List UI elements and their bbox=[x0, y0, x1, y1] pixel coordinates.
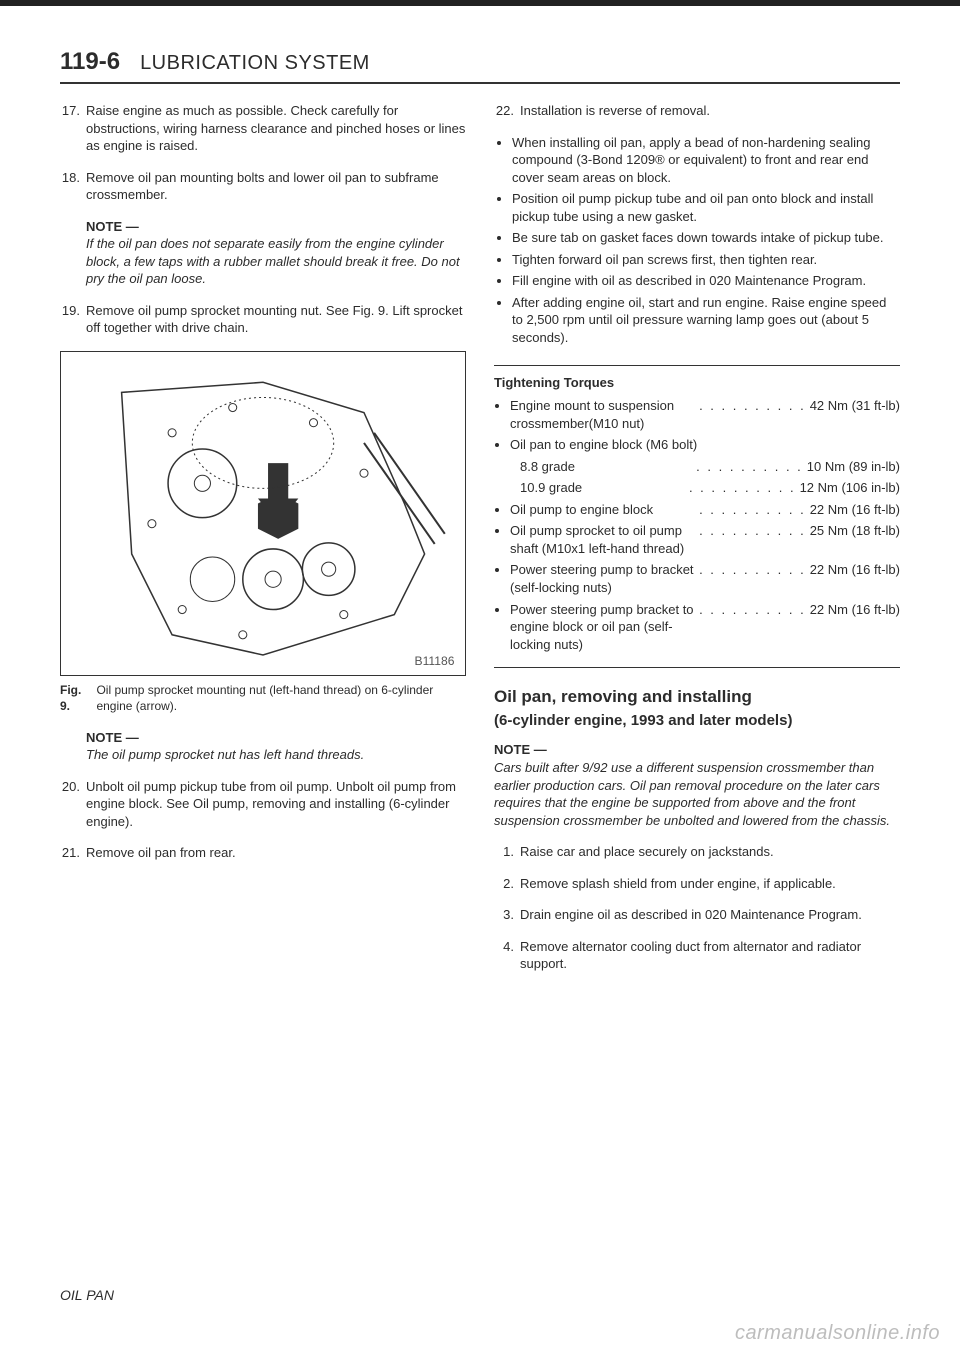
scan-edge bbox=[0, 0, 960, 6]
step-number: 20. bbox=[60, 778, 86, 831]
torques-title: Tightening Torques bbox=[494, 374, 900, 392]
step-text: Remove oil pan mounting bolts and lower … bbox=[86, 169, 466, 204]
step-text: Unbolt oil pump pickup tube from oil pum… bbox=[86, 778, 466, 831]
figure-9: B11186 bbox=[60, 351, 466, 676]
section-heading: Oil pan, removing and installing bbox=[494, 686, 900, 709]
torque-row: Oil pump to engine block . . . . . . . .… bbox=[510, 501, 900, 519]
list-item: After adding engine oil, start and run e… bbox=[512, 294, 900, 347]
step-4: 4. Remove alternator cooling duct from a… bbox=[494, 938, 900, 973]
step-3: 3. Drain engine oil as described in 020 … bbox=[494, 906, 900, 924]
step-22: 22. Installation is reverse of removal. bbox=[494, 102, 900, 120]
torque-row: 10.9 grade . . . . . . . . . . 12 Nm (10… bbox=[520, 479, 900, 497]
step-text: Remove oil pump sprocket mounting nut. S… bbox=[86, 302, 466, 337]
step-19: 19. Remove oil pump sprocket mounting nu… bbox=[60, 302, 466, 337]
list-item: Position oil pump pickup tube and oil pa… bbox=[512, 190, 900, 225]
figure-id: B11186 bbox=[414, 654, 454, 668]
step-number: 22. bbox=[494, 102, 520, 120]
note-label: NOTE — bbox=[86, 729, 466, 747]
step-1: 1. Raise car and place securely on jacks… bbox=[494, 843, 900, 861]
list-item: Tighten forward oil pan screws first, th… bbox=[512, 251, 900, 269]
note-text: The oil pump sprocket nut has left hand … bbox=[86, 746, 466, 764]
step-2: 2. Remove splash shield from under engin… bbox=[494, 875, 900, 893]
watermark: carmanualsonline.info bbox=[735, 1322, 940, 1345]
figure-label: Fig. 9. bbox=[60, 682, 90, 714]
section-subheading: (6-cylinder engine, 1993 and later model… bbox=[494, 711, 900, 731]
list-item: When installing oil pan, apply a bead of… bbox=[512, 134, 900, 187]
step-21: 21. Remove oil pan from rear. bbox=[60, 844, 466, 862]
step-text: Remove splash shield from under engine, … bbox=[520, 875, 900, 893]
step-text: Installation is reverse of removal. bbox=[520, 102, 900, 120]
note-text: Cars built after 9/92 use a different su… bbox=[494, 759, 900, 829]
step-text: Raise engine as much as possible. Check … bbox=[86, 102, 466, 155]
list-item: Be sure tab on gasket faces down towards… bbox=[512, 229, 900, 247]
step-20: 20. Unbolt oil pump pickup tube from oil… bbox=[60, 778, 466, 831]
torque-row: Engine mount to suspension crossmember(M… bbox=[510, 397, 900, 432]
step-17: 17. Raise engine as much as possible. Ch… bbox=[60, 102, 466, 155]
torque-row: Oil pan to engine block (M6 bolt) bbox=[510, 436, 900, 454]
note-block: NOTE — The oil pump sprocket nut has lef… bbox=[86, 729, 466, 764]
engine-diagram-icon: B11186 bbox=[61, 352, 465, 675]
step-text: Raise car and place securely on jackstan… bbox=[520, 843, 900, 861]
note-block: NOTE — Cars built after 9/92 use a diffe… bbox=[494, 741, 900, 829]
step-text: Remove oil pan from rear. bbox=[86, 844, 466, 862]
figure-caption: Fig. 9. Oil pump sprocket mounting nut (… bbox=[60, 682, 466, 714]
footer-label: OIL PAN bbox=[60, 1287, 114, 1303]
step-number: 21. bbox=[60, 844, 86, 862]
torque-row: Power steering pump bracket to engine bl… bbox=[510, 601, 900, 654]
right-column: 22. Installation is reverse of removal. … bbox=[494, 102, 900, 987]
note-block: NOTE — If the oil pan does not separate … bbox=[86, 218, 466, 288]
page-number: 119-6 bbox=[60, 48, 120, 76]
page-header: 119-6 LUBRICATION SYSTEM bbox=[60, 48, 900, 84]
tightening-torques: Tightening Torques Engine mount to suspe… bbox=[494, 365, 900, 669]
page-title: LUBRICATION SYSTEM bbox=[140, 52, 370, 75]
note-label: NOTE — bbox=[494, 741, 900, 759]
step-number: 2. bbox=[494, 875, 520, 893]
torque-row: Oil pump sprocket to oil pump shaft (M10… bbox=[510, 522, 900, 557]
step-18: 18. Remove oil pan mounting bolts and lo… bbox=[60, 169, 466, 204]
step-number: 19. bbox=[60, 302, 86, 337]
torque-row: Power steering pump to bracket (self-loc… bbox=[510, 561, 900, 596]
step-number: 4. bbox=[494, 938, 520, 973]
left-column: 17. Raise engine as much as possible. Ch… bbox=[60, 102, 466, 987]
step-text: Drain engine oil as described in 020 Mai… bbox=[520, 906, 900, 924]
step-number: 3. bbox=[494, 906, 520, 924]
step-text: Remove alternator cooling duct from alte… bbox=[520, 938, 900, 973]
torques-list: Engine mount to suspension crossmember(M… bbox=[494, 397, 900, 653]
step-number: 1. bbox=[494, 843, 520, 861]
figure-caption-text: Oil pump sprocket mounting nut (left-han… bbox=[96, 682, 466, 714]
note-label: NOTE — bbox=[86, 218, 466, 236]
torque-row: 8.8 grade . . . . . . . . . . 10 Nm (89 … bbox=[520, 458, 900, 476]
note-text: If the oil pan does not separate easily … bbox=[86, 235, 466, 288]
page: 119-6 LUBRICATION SYSTEM 17. Raise engin… bbox=[0, 0, 960, 1357]
step-number: 17. bbox=[60, 102, 86, 155]
two-column-layout: 17. Raise engine as much as possible. Ch… bbox=[60, 102, 900, 987]
list-item: Fill engine with oil as described in 020… bbox=[512, 272, 900, 290]
step-number: 18. bbox=[60, 169, 86, 204]
step-22-bullets: When installing oil pan, apply a bead of… bbox=[512, 134, 900, 347]
